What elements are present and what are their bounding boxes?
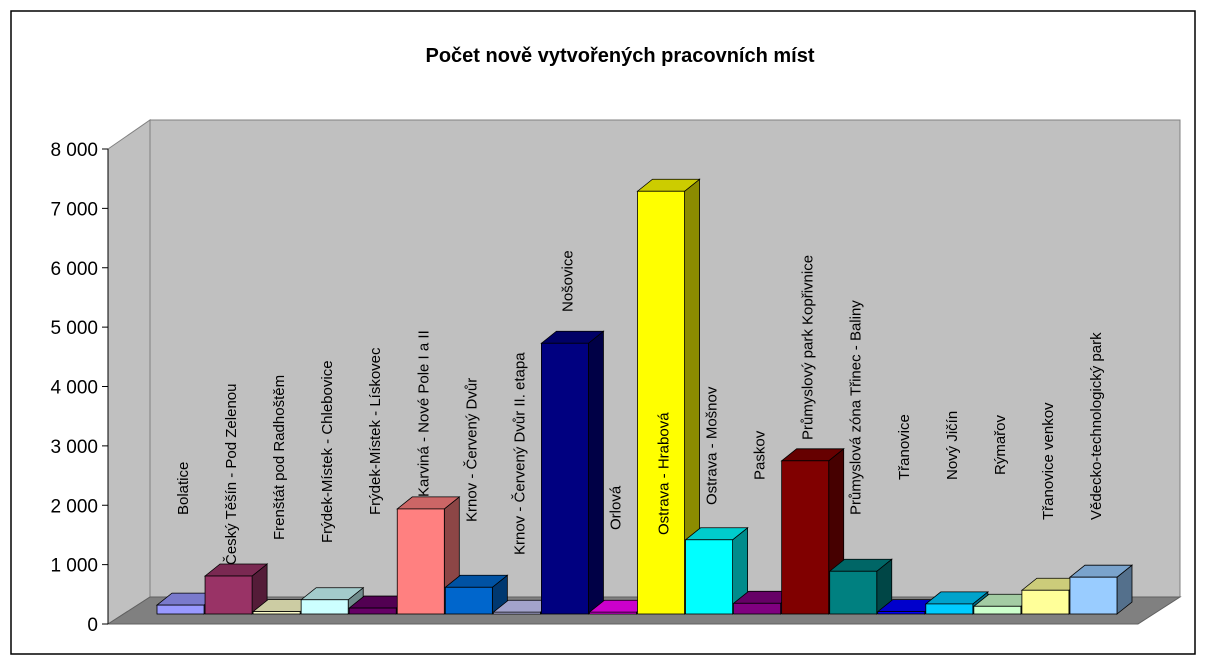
bar	[252, 611, 301, 615]
bar	[781, 460, 830, 615]
category-label: Ostrava - Hrabová	[656, 412, 673, 535]
bar	[685, 539, 733, 615]
bar	[829, 570, 878, 615]
bar	[877, 611, 926, 615]
category-label: Frenštát pod Radhoštěm	[271, 375, 288, 540]
y-tick-label: 6 000	[50, 259, 98, 280]
category-label: Frýdek-Místek - Lískovec	[367, 347, 384, 515]
bar	[1069, 576, 1118, 615]
y-tick-label: 2 000	[50, 496, 98, 517]
bar	[204, 575, 253, 615]
category-label: Orlová	[607, 485, 624, 530]
y-tick-label: 7 000	[50, 199, 98, 220]
chart-title: Počet nově vytvořených pracovních míst	[425, 45, 814, 67]
y-tick-label: 1 000	[50, 556, 98, 577]
bar	[973, 605, 1022, 615]
category-label: Rýmařov	[992, 414, 1009, 475]
bar	[348, 607, 397, 615]
y-tick-label: 4 000	[50, 378, 98, 399]
y-tick-label: 0	[87, 615, 98, 636]
bar	[541, 342, 589, 615]
y-tick-label: 3 000	[50, 437, 98, 458]
bar	[396, 508, 445, 615]
category-label: Třanovice	[896, 414, 913, 480]
category-label: Paskov	[752, 430, 769, 480]
category-label: Nošovice	[559, 250, 576, 312]
category-label: Bolatice	[175, 462, 192, 515]
category-label: Průmyslová zóna Třinec - Baliny	[848, 300, 865, 515]
bar	[492, 611, 541, 615]
bar	[1021, 589, 1070, 615]
y-tick-label: 5 000	[50, 318, 98, 339]
category-label: Nový Jičín	[944, 411, 961, 480]
category-label: Karviná - Nové Pole I a II	[415, 330, 432, 497]
bar-side	[588, 330, 604, 615]
category-label: Průmyslový park Kopřivnice	[800, 255, 817, 440]
bar	[925, 603, 974, 615]
category-label: Český Těšín - Pod Zelenou	[223, 384, 240, 565]
category-label: Krnov - Červený Dvůr II. etapa	[511, 352, 528, 555]
side-wall	[107, 119, 151, 625]
category-label: Ostrava - Mošnov	[704, 386, 721, 505]
bar	[733, 602, 782, 615]
category-label: Krnov - Červený Dvůr	[463, 378, 480, 522]
bar	[637, 190, 685, 615]
category-label: Třanovice venkov	[1040, 402, 1057, 520]
category-label: Frýdek-Místek - Chlebovice	[319, 360, 336, 543]
bar	[156, 604, 205, 615]
bar	[589, 611, 637, 615]
category-label: Vědecko-technologický park	[1088, 332, 1105, 520]
y-tick-label: 8 000	[50, 140, 98, 161]
bar	[300, 599, 349, 615]
bar	[444, 586, 493, 615]
